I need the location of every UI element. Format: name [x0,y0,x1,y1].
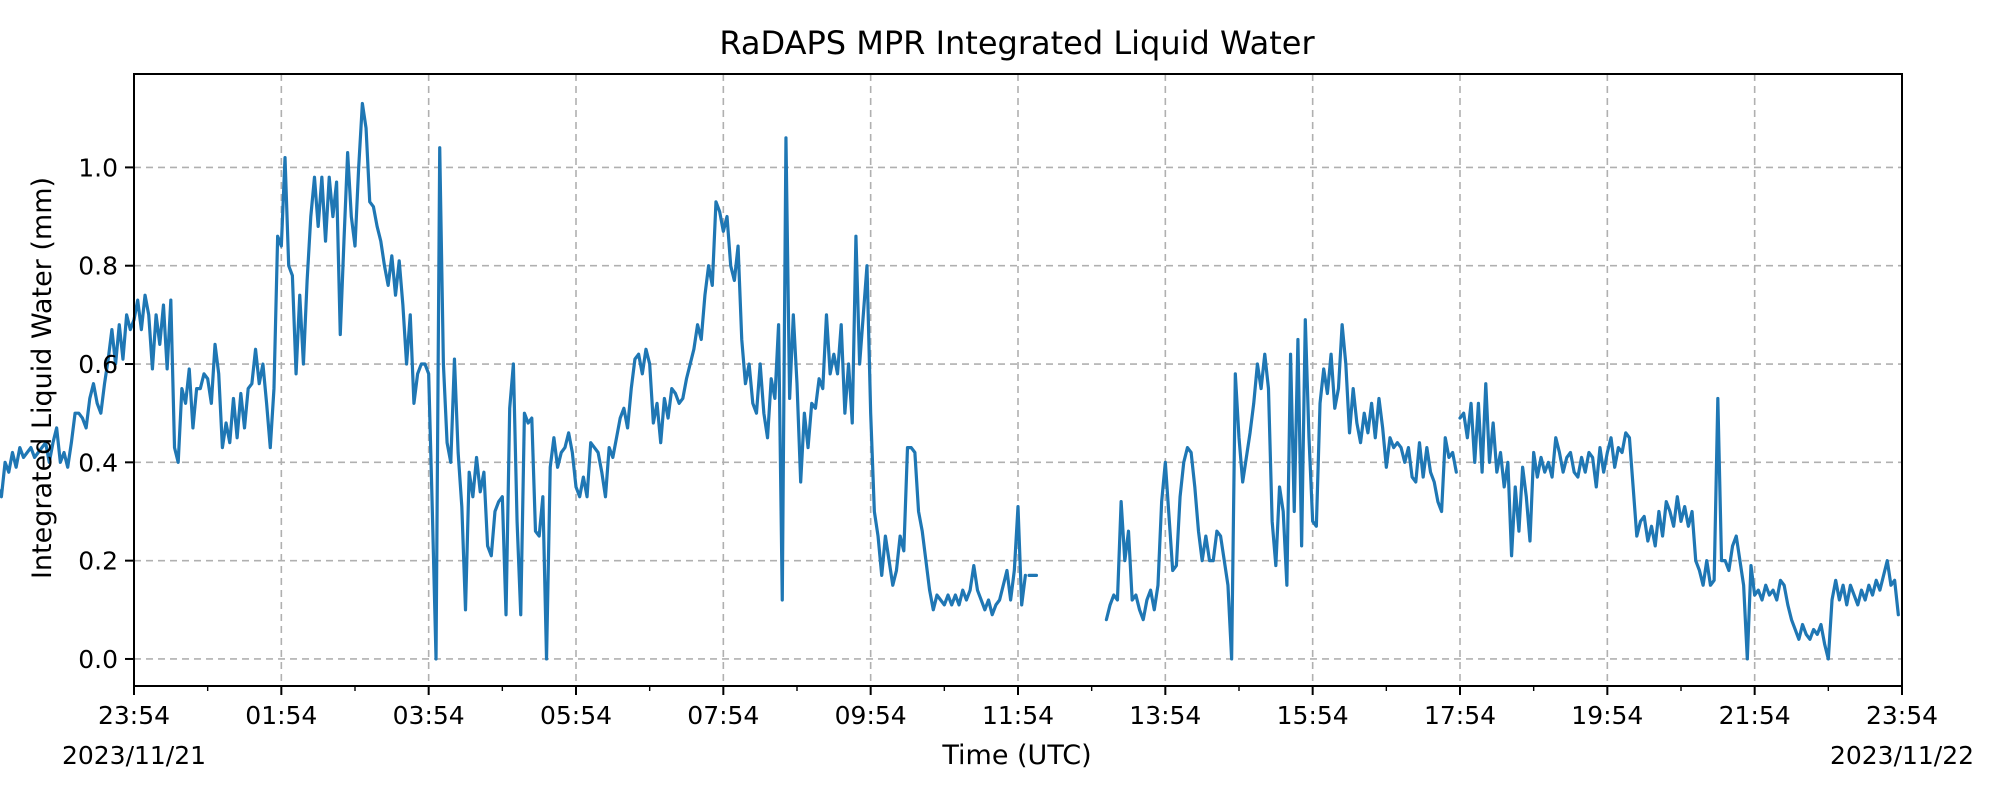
x-tick-label: 07:54 [687,701,759,730]
x-tick-label: 13:54 [1129,701,1201,730]
y-tick-label: 0.2 [78,547,118,576]
x-axis: 23:54 01:54 03:54 05:54 07:54 09:54 11:54 13:54… [62,686,1974,770]
x-tick-label: 03:54 [393,701,465,730]
series-line-segment [0,101,1027,661]
y-tick-label: 0.4 [78,448,118,477]
x-tick-label: 15:54 [1277,701,1349,730]
x-tick-label: 05:54 [540,701,612,730]
x-tick-label: 01:54 [245,701,317,730]
series-line-segment [1458,382,1900,661]
y-axis: 0.0 0.2 0.4 0.6 0.8 1.0 [78,153,134,674]
x-axis-label: Time (UTC) [941,740,1091,771]
x-date-label-end: 2023/11/22 [1830,741,1974,770]
y-tick-label: 0.6 [78,350,118,379]
x-tick-label: 11:54 [982,701,1054,730]
x-tick-label: 23:54 [1866,701,1938,730]
grid [134,74,1902,686]
x-tick-label: 23:54 [98,701,170,730]
y-tick-label: 0.8 [78,252,118,281]
x-tick-label: 17:54 [1424,701,1496,730]
series-line-segment [1104,318,1458,661]
x-tick-label: 09:54 [835,701,907,730]
x-date-label-start: 2023/11/21 [62,741,206,770]
x-tick-label: 21:54 [1719,701,1791,730]
y-tick-label: 0.0 [78,645,118,674]
y-tick-label: 1.0 [78,153,118,182]
x-tick-label: 19:54 [1571,701,1643,730]
series-layer [0,101,1900,661]
chart-title: RaDAPS MPR Integrated Liquid Water [719,24,1315,62]
y-axis-label: Integrated Liquid Water (mm) [27,177,58,579]
